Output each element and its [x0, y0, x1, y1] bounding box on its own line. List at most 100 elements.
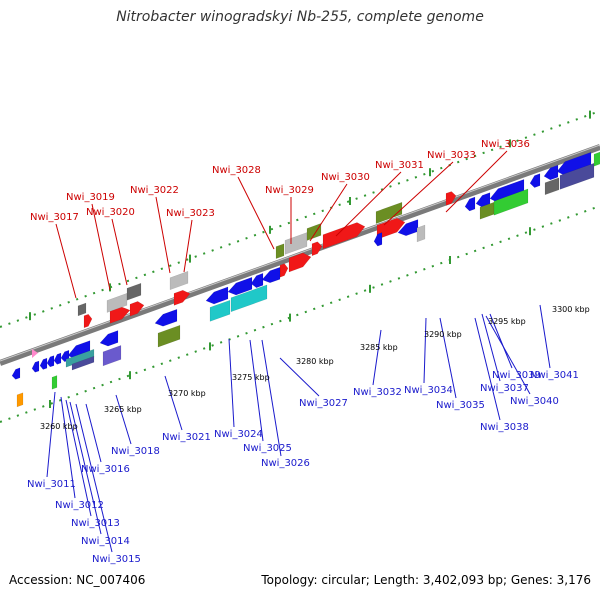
- forward-gene: [109, 306, 131, 324]
- reverse-gene-leader: [423, 317, 427, 384]
- reverse-gene-label: Nwi_3026: [261, 458, 310, 469]
- reverse-gene-leader: [279, 357, 320, 397]
- forward-gene: [169, 270, 189, 291]
- reverse-gene-leader: [60, 396, 76, 499]
- forward-gene-label: Nwi_3022: [130, 185, 179, 196]
- reverse-gene: [464, 196, 476, 212]
- gene-labels: 3260 kbp 3265 kbp 3270 kbp 3275 kbp 3280 kbp…: [27, 139, 590, 565]
- forward-gene: [275, 243, 285, 259]
- forward-gene-leader: [111, 218, 128, 286]
- genome-axis-highlight: [0, 144, 600, 362]
- forward-gene-label: Nwi_3020: [86, 207, 135, 218]
- position-label: 3295 kbp: [488, 317, 526, 326]
- reverse-gene-label: Nwi_3016: [81, 464, 130, 475]
- pink-marker: [32, 349, 38, 358]
- forward-gene: [279, 263, 289, 278]
- reverse-gene-label: Nwi_3021: [162, 432, 211, 443]
- position-label: 3275 kbp: [232, 373, 270, 382]
- reverse-gene-label: Nwi_3025: [243, 443, 292, 454]
- forward-gene-leader: [155, 196, 171, 274]
- position-label: 3270 kbp: [168, 389, 206, 398]
- reverse-gene-leader: [481, 313, 501, 382]
- forward-track-dots: [0, 110, 600, 328]
- reverse-gene-label: Nwi_3027: [299, 398, 348, 409]
- reverse-gene-label: Nwi_3015: [92, 554, 141, 565]
- reverse-gene-leader: [75, 403, 113, 553]
- gene-shapes: [11, 151, 600, 408]
- reverse-gene-leader: [489, 313, 513, 369]
- reverse-gene: [205, 286, 229, 305]
- reverse-gene-leader: [115, 394, 132, 445]
- reverse-gene-label: Nwi_3024: [214, 429, 263, 440]
- reverse-gene: [261, 266, 281, 284]
- reverse-gene: [16, 392, 24, 408]
- label-leader-lines: [46, 150, 551, 553]
- forward-gene: [375, 201, 403, 224]
- position-label: 3285 kbp: [360, 343, 398, 352]
- reverse-gene-label: Nwi_3039: [492, 370, 541, 381]
- reverse-gene: [11, 367, 21, 380]
- reverse-gene-label: Nwi_3037: [480, 383, 529, 394]
- reverse-gene-label: Nwi_3032: [353, 387, 402, 398]
- reverse-gene-label: Nwi_3040: [510, 396, 559, 407]
- forward-gene-leader: [55, 223, 77, 299]
- reverse-gene-label: Nwi_3014: [81, 536, 130, 547]
- position-label: 3280 kbp: [296, 357, 334, 366]
- forward-gene: [306, 223, 322, 241]
- reverse-track-dots: [0, 205, 600, 423]
- reverse-gene: [493, 188, 529, 216]
- reverse-gene-label: Nwi_3011: [27, 479, 76, 490]
- reverse-gene: [209, 299, 231, 322]
- position-label: 3300 kbp: [552, 305, 590, 314]
- genome-title: Nitrobacter winogradskyi Nb-255, complet…: [116, 9, 484, 25]
- reverse-gene: [51, 375, 58, 390]
- reverse-gene-leader: [46, 391, 56, 478]
- genome-summary-label: Topology: circular; Length: 3,402,093 bp…: [261, 573, 591, 587]
- reverse-gene-leader: [164, 375, 183, 431]
- reverse-gene: [99, 330, 119, 347]
- position-label: 3265 kbp: [104, 405, 142, 414]
- reverse-gene-leader: [65, 399, 92, 517]
- reverse-gene-label: Nwi_3034: [404, 385, 453, 396]
- reverse-gene: [397, 219, 419, 237]
- forward-gene-label: Nwi_3029: [265, 185, 314, 196]
- reverse-gene-leader: [69, 401, 102, 535]
- reverse-gene: [373, 232, 383, 247]
- forward-gene: [322, 222, 366, 250]
- reverse-gene-leader: [261, 339, 282, 457]
- reverse-gene: [71, 355, 95, 371]
- reverse-gene-leader: [474, 317, 501, 421]
- reverse-gene: [416, 224, 426, 243]
- reverse-gene: [230, 284, 268, 313]
- reverse-gene-leader: [539, 304, 551, 369]
- reverse-gene-label: Nwi_3041: [530, 370, 579, 381]
- reverse-gene: [39, 357, 48, 370]
- forward-gene: [445, 191, 457, 206]
- reverse-gene: [53, 352, 62, 365]
- reverse-gene: [529, 173, 541, 188]
- reverse-gene: [157, 324, 181, 348]
- forward-gene-label: Nwi_3028: [212, 165, 261, 176]
- reverse-gene: [154, 308, 178, 327]
- forward-gene-label: Nwi_3023: [166, 208, 215, 219]
- reverse-gene: [46, 355, 55, 368]
- reverse-gene-label: Nwi_3012: [55, 500, 104, 511]
- reverse-gene-leader: [372, 329, 382, 386]
- forward-gene-leader: [237, 176, 275, 250]
- forward-gene-label: Nwi_3017: [30, 212, 79, 223]
- reverse-gene-label: Nwi_3035: [436, 400, 485, 411]
- reverse-gene-leader: [485, 315, 531, 395]
- reverse-gene-leader: [85, 403, 102, 463]
- reverse-gene-label: Nwi_3038: [480, 422, 529, 433]
- reverse-gene-leader: [249, 339, 264, 442]
- position-label: 3290 kbp: [424, 330, 462, 339]
- forward-gene: [83, 313, 93, 329]
- reverse-gene: [102, 345, 122, 367]
- accession-label: Accession: NC_007406: [9, 573, 146, 587]
- forward-gene-label: Nwi_3030: [321, 172, 370, 183]
- forward-gene-label: Nwi_3036: [481, 139, 530, 150]
- forward-gene-label: Nwi_3031: [375, 160, 424, 171]
- reverse-gene-label: Nwi_3013: [71, 518, 120, 529]
